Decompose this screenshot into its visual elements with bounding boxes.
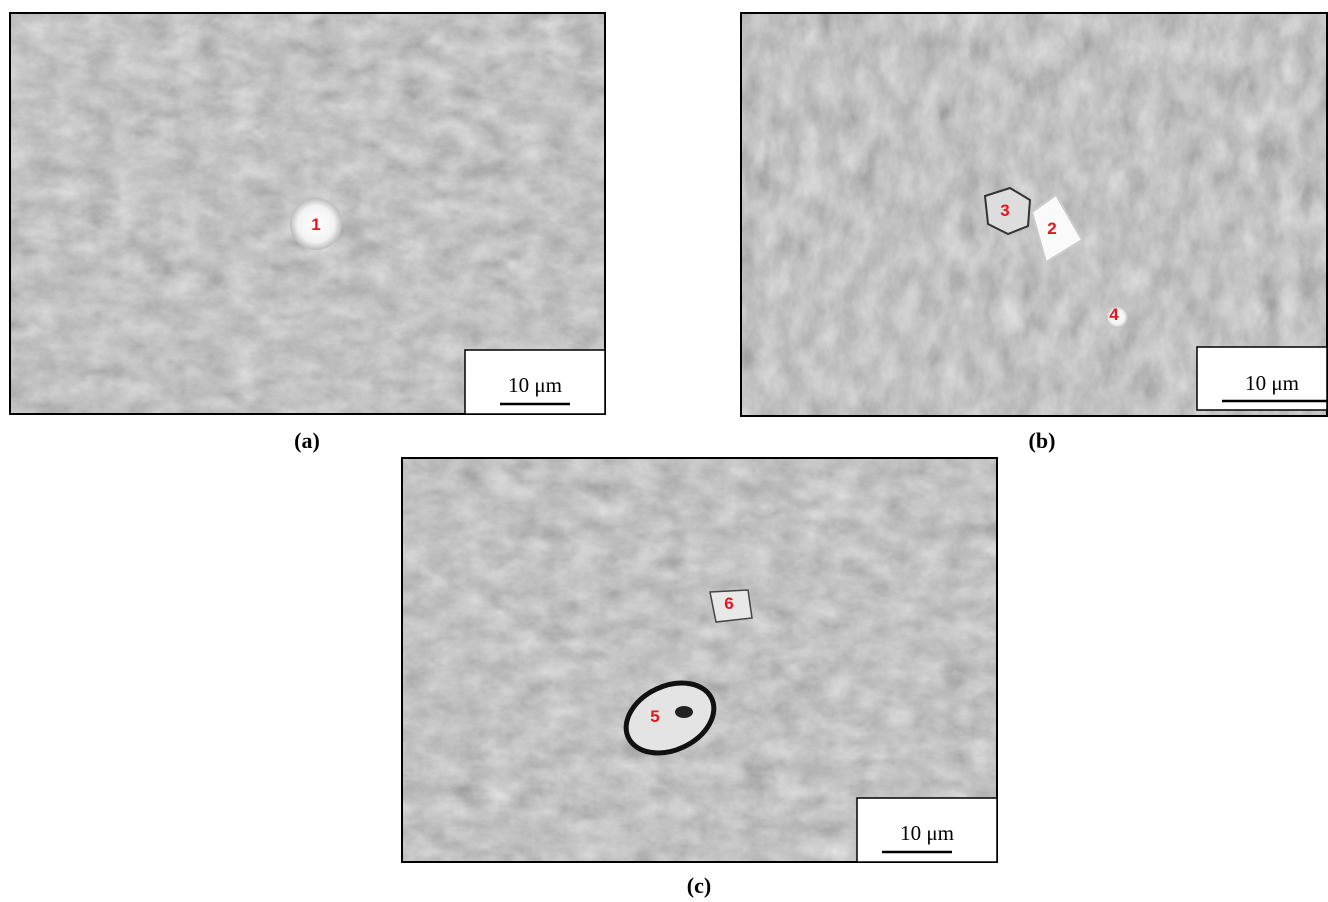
inclusion-core (675, 706, 693, 718)
scale-label: 10 μm (900, 821, 954, 845)
caption: (a) (294, 428, 320, 453)
marker: 2 (1047, 219, 1056, 238)
marker: 6 (724, 594, 733, 613)
panel-c: 6 5 10 μm (c) (402, 458, 997, 898)
figure: 1 10 μm (a) 3 2 4 10 μm (b) 6 5 10 μm (c… (0, 0, 1328, 902)
caption: (c) (687, 873, 711, 898)
scale-label: 10 μm (508, 373, 562, 397)
marker: 5 (650, 707, 659, 726)
marker: 4 (1109, 305, 1119, 324)
caption: (b) (1029, 428, 1056, 453)
marker: 3 (1000, 201, 1009, 220)
panel-a: 1 10 μm (a) (10, 13, 605, 453)
marker: 1 (311, 215, 320, 234)
panel-b: 3 2 4 10 μm (b) (741, 13, 1328, 453)
scale-label: 10 μm (1245, 371, 1299, 395)
